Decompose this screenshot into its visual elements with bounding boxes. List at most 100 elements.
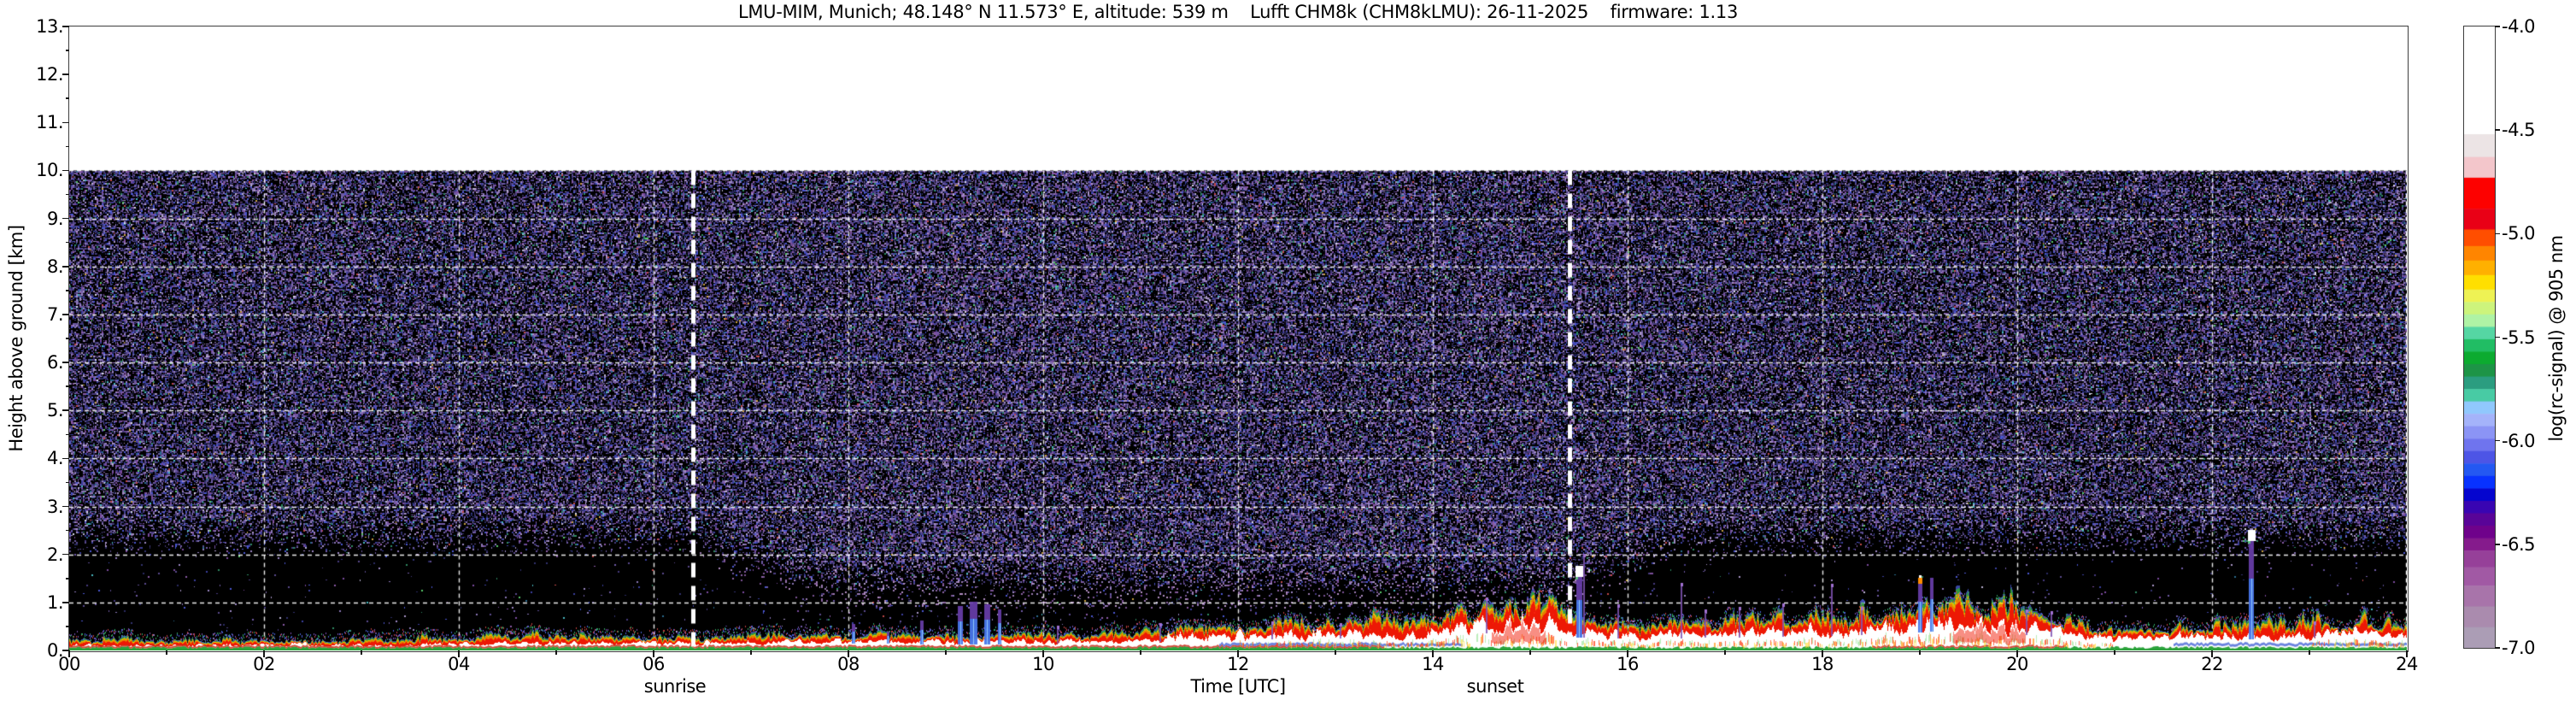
y-tick-mark: [62, 553, 69, 556]
y-tick-label: 13.: [36, 16, 63, 37]
x-tick-mark: [263, 650, 265, 657]
x-axis-title: Time [UTC]: [1190, 676, 1286, 697]
x-tick-mark: [848, 650, 849, 657]
y-tick-label: 2.: [46, 544, 64, 565]
colorbar-tick-label: -6.0: [2502, 430, 2535, 451]
x-tick-label: 18: [1811, 654, 1834, 674]
y-tick-label: 6.: [46, 352, 64, 374]
colorbar-tick-label: -7.0: [2502, 638, 2535, 658]
x-tick-label: 04: [448, 654, 470, 674]
y-tick-label: 4.: [46, 448, 64, 469]
y-tick-label: 11.: [36, 112, 63, 133]
colorbar-tick-label: -5.5: [2502, 327, 2535, 348]
backscatter-heatmap-canvas: [69, 26, 2407, 650]
y-tick-label: 12.: [36, 64, 63, 85]
y-minor-tick-mark: [65, 529, 69, 532]
x-tick-label: 14: [1422, 654, 1444, 674]
y-minor-tick-mark: [65, 241, 69, 244]
x-tick-label: 22: [2201, 654, 2223, 674]
x-tick-mark: [68, 650, 70, 657]
x-minor-tick-mark: [1919, 650, 1921, 655]
y-tick-mark: [62, 26, 69, 27]
x-tick-mark: [1432, 650, 1434, 657]
y-tick-mark: [62, 409, 69, 411]
colorbar-tick-mark: [2495, 647, 2500, 649]
x-minor-tick-mark: [1335, 650, 1336, 655]
y-tick-mark: [62, 362, 69, 363]
sunset-annotation: sunset: [1466, 676, 1524, 697]
y-axis-title: Height above ground [km]: [6, 225, 26, 452]
y-tick-label: 7.: [46, 303, 64, 325]
colorbar-tick-mark: [2495, 232, 2500, 235]
sunrise-annotation: sunrise: [643, 676, 707, 697]
y-minor-tick-mark: [65, 385, 69, 387]
y-tick-mark: [62, 217, 69, 220]
x-tick-mark: [1237, 650, 1239, 657]
x-minor-tick-mark: [1140, 650, 1141, 655]
y-tick-mark: [62, 650, 69, 651]
colorbar-tick-label: -4.0: [2502, 16, 2535, 37]
x-minor-tick-mark: [1529, 650, 1531, 655]
y-minor-tick-mark: [65, 97, 69, 99]
colorbar-tick-mark: [2495, 26, 2500, 27]
y-tick-label: 5.: [46, 400, 64, 421]
x-minor-tick-mark: [1724, 650, 1726, 655]
x-minor-tick-mark: [555, 650, 557, 655]
x-tick-label: 08: [837, 654, 860, 674]
colorbar-tick-label: -6.5: [2502, 533, 2535, 555]
colorbar-title: log(rc-signal) @ 905 nm: [2546, 235, 2567, 442]
colorbar-tick-mark: [2495, 336, 2500, 338]
x-minor-tick-mark: [2309, 650, 2310, 655]
x-tick-label: 20: [2006, 654, 2028, 674]
page-title: LMU-MIM, Munich; 48.148° N 11.573° E, al…: [737, 2, 1739, 22]
x-tick-mark: [2016, 650, 2018, 657]
x-tick-mark: [2211, 650, 2213, 657]
y-tick-mark: [62, 314, 69, 315]
y-minor-tick-mark: [65, 433, 69, 436]
x-tick-mark: [2406, 650, 2408, 657]
y-tick-mark: [62, 457, 69, 460]
y-tick-label: 3.: [46, 496, 64, 517]
x-tick-label: 10: [1032, 654, 1054, 674]
y-tick-label: 9.: [46, 208, 64, 229]
colorbar-tick-label: -4.5: [2502, 120, 2535, 141]
x-minor-tick-mark: [2114, 650, 2115, 655]
x-tick-label: 00: [58, 654, 80, 674]
y-minor-tick-mark: [65, 145, 69, 148]
x-minor-tick-mark: [750, 650, 752, 655]
y-minor-tick-mark: [65, 193, 69, 196]
x-tick-mark: [1042, 650, 1044, 657]
y-minor-tick-mark: [65, 578, 69, 580]
x-tick-mark: [458, 650, 460, 657]
x-tick-label: 06: [643, 654, 665, 674]
x-tick-label: 16: [1617, 654, 1639, 674]
y-tick-mark: [62, 74, 69, 75]
y-minor-tick-mark: [65, 50, 69, 51]
x-minor-tick-mark: [361, 650, 362, 655]
y-minor-tick-mark: [65, 626, 69, 627]
x-tick-label: 12: [1227, 654, 1249, 674]
y-tick-mark: [62, 602, 69, 603]
colorbar-tick-label: -5.0: [2502, 223, 2535, 244]
y-minor-tick-mark: [65, 338, 69, 339]
colorbar-tick-mark: [2495, 439, 2500, 442]
y-tick-label: 1.: [46, 591, 64, 613]
y-tick-mark: [62, 121, 69, 124]
x-tick-mark: [1627, 650, 1628, 657]
y-minor-tick-mark: [65, 290, 69, 291]
y-tick-mark: [62, 266, 69, 268]
y-tick-mark: [62, 505, 69, 508]
colorbar-tick-mark: [2495, 544, 2500, 545]
y-tick-label: 0.: [46, 640, 64, 661]
y-minor-tick-mark: [65, 481, 69, 484]
colorbar-tick-mark: [2495, 129, 2500, 131]
y-tick-mark: [62, 169, 69, 172]
x-minor-tick-mark: [945, 650, 947, 655]
x-tick-mark: [1822, 650, 1823, 657]
x-tick-mark: [653, 650, 654, 657]
y-tick-label: 8.: [46, 256, 64, 277]
x-tick-label: 24: [2396, 654, 2418, 674]
x-tick-label: 02: [253, 654, 275, 674]
colorbar-canvas: [2464, 26, 2495, 648]
